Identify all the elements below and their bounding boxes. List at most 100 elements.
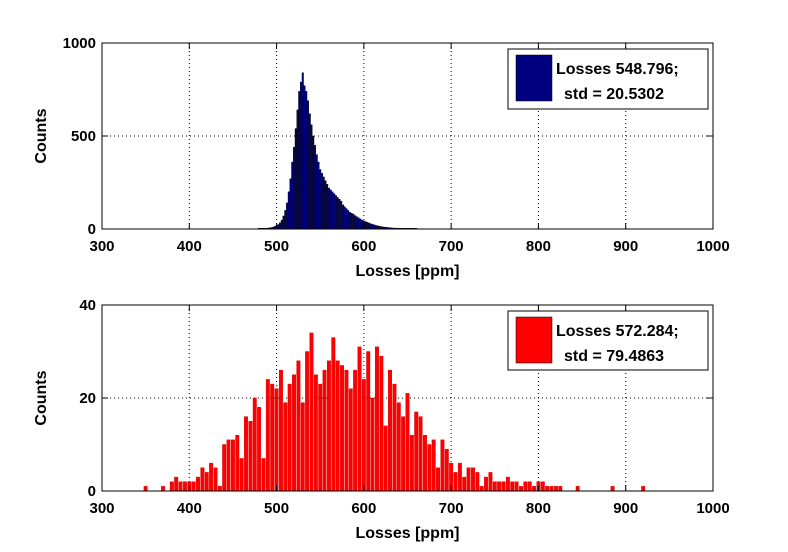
- histogram-bar: [322, 176, 325, 230]
- histogram-bar: [523, 481, 528, 492]
- histogram-bar: [191, 481, 196, 492]
- histogram-bar: [317, 161, 320, 230]
- histogram-bar: [305, 91, 308, 230]
- histogram-bar: [409, 435, 414, 492]
- histogram-bar: [340, 365, 344, 492]
- histogram-bar: [270, 383, 275, 492]
- histogram-bar: [226, 439, 231, 492]
- histogram-bar: [366, 351, 371, 492]
- histogram-bar: [540, 481, 545, 492]
- y-tick-label: 500: [71, 128, 96, 145]
- histogram-bar: [296, 360, 301, 492]
- x-tick-label: 700: [439, 500, 464, 517]
- histogram-bar: [514, 481, 519, 492]
- histogram-bar: [370, 397, 375, 492]
- histogram-bar: [364, 221, 367, 230]
- histogram-bar: [178, 481, 183, 492]
- histogram-bar: [334, 195, 337, 230]
- histogram-bar: [396, 402, 401, 492]
- histogram-bar: [610, 486, 615, 492]
- histogram-bar: [345, 208, 348, 230]
- histogram-bar: [279, 222, 282, 230]
- histogram-bar: [244, 416, 248, 492]
- histogram-bar: [549, 486, 554, 492]
- histogram-bar: [341, 204, 344, 230]
- histogram-bar: [375, 225, 378, 230]
- histogram-bar: [361, 379, 366, 492]
- histogram-bar: [471, 467, 475, 492]
- histogram-bar: [331, 191, 334, 230]
- histogram-bar: [510, 481, 515, 492]
- histogram-bar: [318, 383, 323, 492]
- legend-swatch: [515, 54, 553, 102]
- histogram-bar: [440, 439, 445, 492]
- histogram-bar: [204, 472, 209, 492]
- histogram-bar: [303, 85, 306, 230]
- histogram-bar: [326, 360, 331, 492]
- histogram-bar: [161, 486, 166, 492]
- histogram-bar: [641, 486, 646, 492]
- histogram-bar: [257, 407, 262, 492]
- x-tick-label: 600: [351, 500, 376, 517]
- histogram-bar: [336, 197, 339, 230]
- histogram-bar: [401, 416, 406, 492]
- legend-swatch: [515, 316, 553, 364]
- histogram-bar: [350, 212, 353, 230]
- histogram-bar: [414, 411, 419, 492]
- histogram-bar: [329, 189, 332, 230]
- x-tick-label: 700: [439, 238, 464, 255]
- x-tick-label: 400: [177, 238, 202, 255]
- histogram-bar: [519, 486, 523, 492]
- histogram-bar: [371, 224, 374, 230]
- histogram-bar: [305, 351, 310, 492]
- y-tick-label: 1000: [63, 35, 96, 52]
- x-axis-label: Losses [ppm]: [355, 263, 459, 280]
- histogram-bar: [239, 458, 244, 492]
- histogram-bar: [143, 486, 148, 492]
- histogram-bar: [488, 472, 493, 492]
- histogram-bar: [462, 476, 467, 492]
- histogram-bar: [300, 81, 302, 230]
- histogram-bar: [320, 172, 323, 230]
- histogram-bar: [235, 435, 240, 492]
- histogram-bar: [501, 481, 506, 492]
- histogram-bar: [575, 486, 580, 492]
- histogram-bar: [359, 218, 362, 230]
- histogram-bar: [466, 467, 471, 492]
- histogram-bar: [352, 213, 355, 230]
- histogram-bar: [431, 439, 436, 492]
- histogram-bar: [553, 486, 558, 492]
- bottom-histogram-panel: 300 400 500 600 700 800 900 1000 0 20 40 Losses [pp…: [33, 297, 730, 542]
- histogram-bar: [309, 332, 314, 492]
- histogram-bar: [444, 448, 449, 492]
- histogram-bar: [532, 486, 537, 492]
- histogram-bar: [287, 191, 290, 230]
- histogram-bar: [296, 109, 299, 230]
- histogram-bar: [196, 476, 200, 492]
- x-tick-label: 500: [264, 500, 289, 517]
- histogram-bar: [291, 161, 294, 230]
- histogram-bar: [361, 219, 364, 230]
- histogram-bar: [331, 337, 336, 492]
- legend-label-line1: Losses 548.796;: [556, 61, 679, 78]
- histogram-bar: [427, 444, 432, 492]
- histogram-bar: [287, 383, 292, 492]
- histogram-bar: [222, 444, 227, 492]
- y-axis-label: Counts: [33, 108, 50, 163]
- x-tick-label: 500: [264, 238, 289, 255]
- histogram-bar: [292, 374, 296, 492]
- histogram-bar: [182, 481, 187, 492]
- histogram-bar: [265, 379, 270, 492]
- histogram-bar: [343, 206, 346, 230]
- histogram-bar: [383, 425, 388, 492]
- histogram-bar: [324, 180, 327, 230]
- histogram-bar: [457, 462, 462, 492]
- histogram-bar: [366, 222, 369, 230]
- histogram-bar: [322, 369, 327, 492]
- histogram-bar: [344, 369, 349, 492]
- histogram-bar: [298, 91, 301, 230]
- histogram-bar: [354, 215, 357, 230]
- histogram-bar: [353, 369, 358, 492]
- histogram-bar: [484, 476, 489, 492]
- histogram-bar: [558, 486, 563, 492]
